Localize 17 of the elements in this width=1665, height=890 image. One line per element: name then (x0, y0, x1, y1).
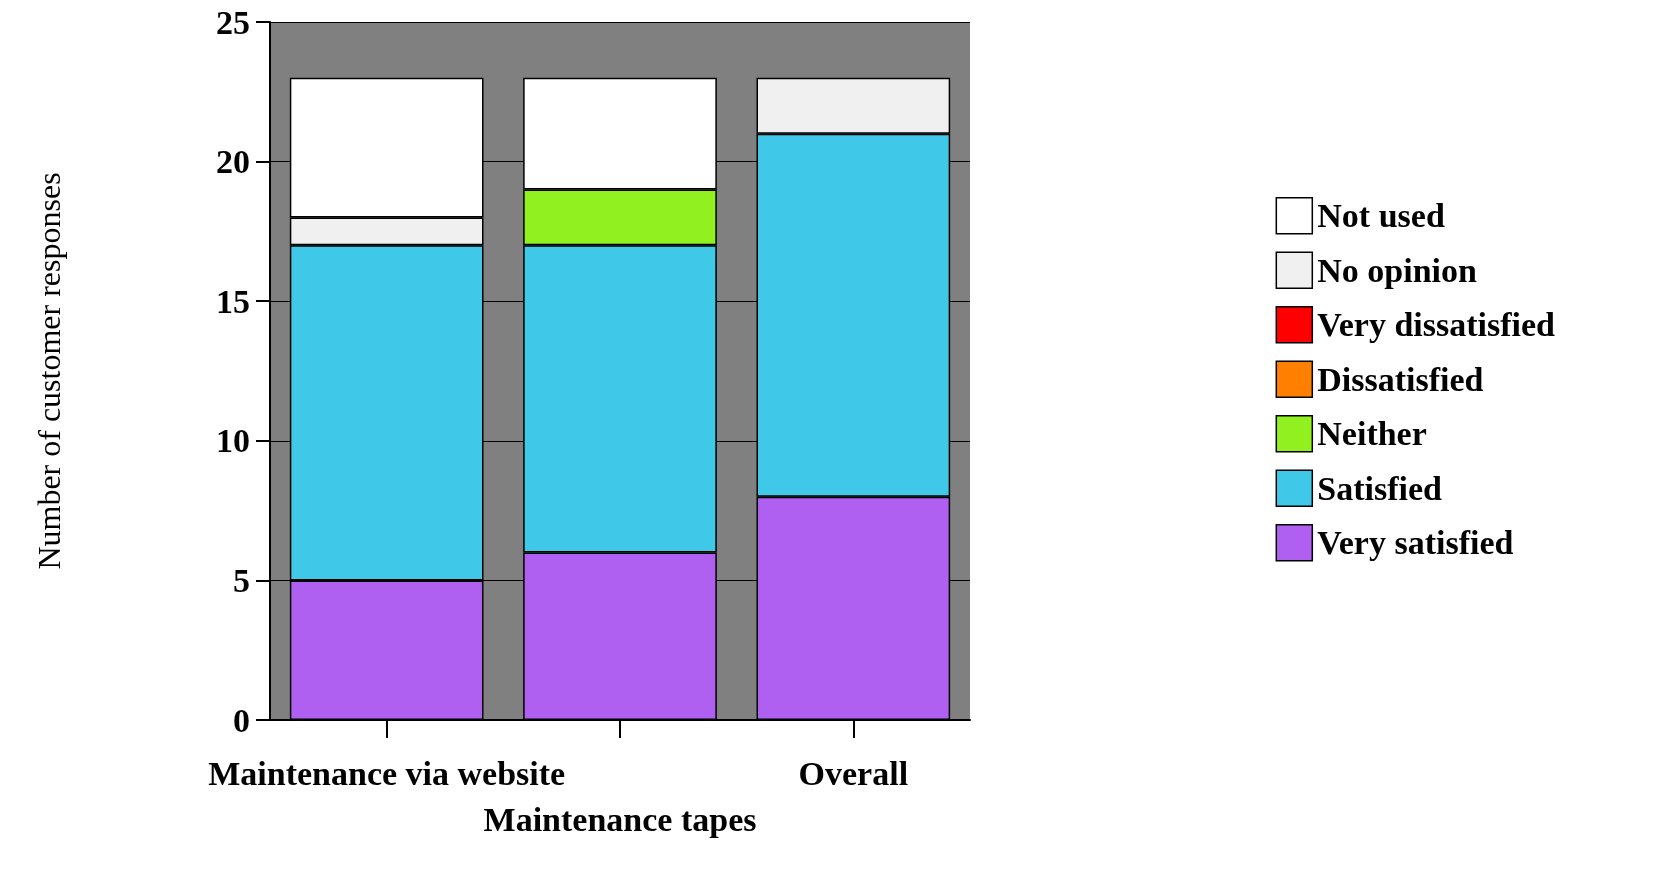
y-tick-label: 5 (233, 561, 250, 599)
y-tick-label: 10 (216, 422, 250, 460)
legend-label: Neither (1317, 415, 1427, 453)
x-tick-label: Maintenance tapes (483, 800, 757, 838)
y-tick-label: 0 (233, 701, 250, 739)
y-axis-title: Number of customer responses (31, 172, 67, 570)
x-tick-label: Maintenance via website (208, 754, 566, 792)
legend-label: No opinion (1317, 251, 1478, 289)
legend-label: Not used (1317, 197, 1445, 235)
y-tick-label: 25 (216, 3, 250, 41)
legend-label: Very satisfied (1317, 524, 1514, 562)
legend-label: Satisfied (1317, 469, 1443, 507)
legend-label: Very dissatisfied (1317, 306, 1556, 344)
legend-label: Dissatisfied (1317, 360, 1484, 398)
x-tick-label: Overall (798, 754, 909, 792)
y-tick-label: 20 (216, 143, 250, 181)
y-tick-label: 15 (216, 282, 250, 320)
